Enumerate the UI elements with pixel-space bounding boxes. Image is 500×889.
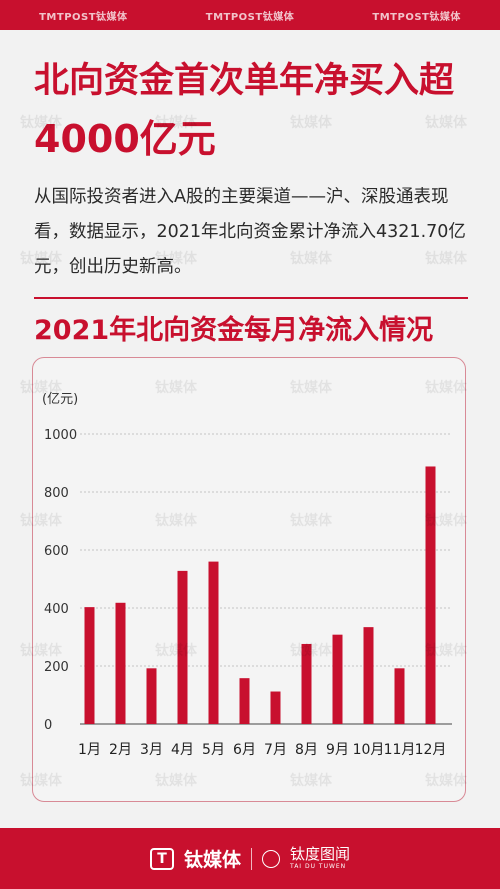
- watermark-text: 钛媒体: [155, 773, 197, 789]
- watermark-text: 钛媒体: [425, 773, 467, 789]
- footer-sub-brand-pinyin: TAI DU TUWEN: [290, 863, 347, 870]
- watermark-text: 钛媒体: [290, 380, 332, 396]
- watermark-text: 钛媒体: [425, 513, 467, 529]
- watermark-text: 钛媒体: [425, 115, 467, 131]
- x-tick-label: 6月: [233, 742, 256, 758]
- y-tick-label: 200: [44, 660, 69, 675]
- x-tick-label: 10月: [353, 742, 385, 758]
- footer-sub-brand: 钛度图闻 TAI DU TUWEN: [290, 847, 350, 870]
- bar-4: [177, 570, 188, 724]
- watermark-text: 钛媒体: [20, 251, 62, 267]
- bar-11: [394, 668, 405, 724]
- chart-container: [32, 357, 466, 802]
- top-watermark: TMTPOST钛媒体: [372, 11, 461, 23]
- bar-9: [332, 634, 343, 724]
- bar-1: [84, 607, 95, 724]
- watermark-text: 钛媒体: [20, 380, 62, 396]
- x-tick-label: 1月: [78, 742, 101, 758]
- watermark-text: 钛媒体: [290, 115, 332, 131]
- x-tick-label: 9月: [326, 742, 349, 758]
- top-banner: TMTPOST钛媒体 TMTPOST钛媒体 TMTPOST钛媒体: [0, 0, 500, 30]
- watermark-text: 钛媒体: [290, 643, 332, 659]
- x-tick-label: 5月: [202, 742, 225, 758]
- watermark-text: 钛媒体: [425, 380, 467, 396]
- headline-line1: 北向资金首次单年净买入超: [34, 61, 455, 101]
- watermark-text: 钛媒体: [155, 643, 197, 659]
- intro-text: 从国际投资者进入A股的主要渠道——沪、深股通表现看，数据显示，2021年北向资金…: [34, 187, 466, 277]
- watermark-text: 钛媒体: [155, 115, 197, 131]
- y-tick-label: 400: [44, 602, 69, 617]
- bar-8: [301, 643, 312, 724]
- y-tick-label: 600: [44, 544, 69, 559]
- watermark-text: 钛媒体: [20, 115, 62, 131]
- watermark-text: 钛媒体: [425, 643, 467, 659]
- y-tick-label: 1000: [44, 428, 77, 443]
- watermark-text: 钛媒体: [20, 773, 62, 789]
- taidu-logo-icon: [262, 849, 280, 868]
- divider: [34, 297, 468, 299]
- watermark-text: 钛媒体: [155, 513, 197, 529]
- top-watermark: TMTPOST钛媒体: [205, 11, 295, 23]
- x-tick-label: 2月: [109, 742, 132, 758]
- bar-2: [115, 602, 126, 724]
- footer: T 钛媒体 钛度图闻 TAI DU TUWEN: [0, 828, 500, 889]
- x-tick-label: 3月: [140, 742, 163, 758]
- watermark-text: 钛媒体: [290, 513, 332, 529]
- bar-12: [425, 466, 436, 724]
- watermark-text: 钛媒体: [155, 380, 197, 396]
- footer-separator: [251, 847, 252, 870]
- watermark-text: 钛媒体: [425, 251, 467, 267]
- bar-7: [270, 691, 281, 724]
- x-tick-label: 7月: [264, 742, 287, 758]
- bar-10: [363, 627, 374, 724]
- bar-6: [239, 678, 250, 724]
- x-tick-label: 4月: [171, 742, 194, 758]
- chart-title: 2021年北向资金每月净流入情况: [34, 315, 434, 346]
- x-tick-label: 11月: [384, 742, 416, 758]
- footer-sub-brand-name: 钛度图闻: [290, 845, 351, 863]
- footer-brand: 钛媒体: [183, 849, 241, 871]
- bar-5: [208, 561, 219, 724]
- x-tick-label: 12月: [415, 742, 447, 758]
- headline: 北向资金首次单年净买入超 4000亿元: [34, 52, 474, 170]
- bar-3: [146, 668, 157, 724]
- top-watermark: TMTPOST钛媒体: [39, 11, 128, 23]
- watermark-text: 钛媒体: [155, 251, 197, 267]
- y-tick-label: 0: [44, 718, 52, 733]
- headline-line2: 4000亿元: [34, 117, 216, 161]
- watermark-text: 钛媒体: [290, 773, 332, 789]
- x-tick-label: 8月: [295, 742, 318, 758]
- watermark-text: 钛媒体: [290, 251, 332, 267]
- watermark-text: 钛媒体: [20, 513, 62, 529]
- watermark-text: 钛媒体: [20, 643, 62, 659]
- y-axis-unit-label: (亿元): [42, 392, 78, 407]
- tmtpost-logo-icon: T: [149, 847, 174, 870]
- y-tick-label: 800: [44, 486, 69, 501]
